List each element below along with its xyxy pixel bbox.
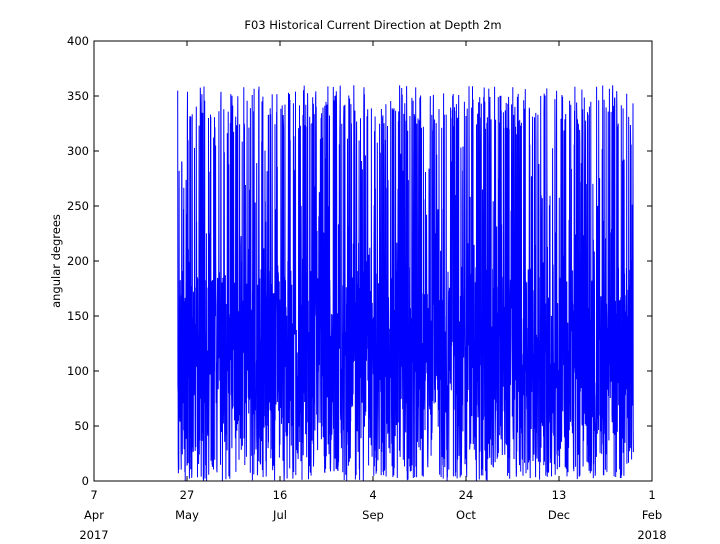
x-tick-month-label: Sep	[362, 508, 384, 522]
x-tick-month-label: Feb	[642, 508, 662, 522]
x-tick-month-label: Apr	[84, 508, 104, 522]
x-tick-month-label: Dec	[548, 508, 570, 522]
x-tick-day-label: 24	[459, 488, 474, 502]
y-tick-label: 250	[67, 199, 89, 213]
x-tick-year-label: 2017	[79, 528, 108, 540]
series-layer	[177, 85, 634, 482]
x-tick-day-label: 7	[90, 488, 97, 502]
y-tick-label: 350	[67, 89, 89, 103]
y-tick-label: 300	[67, 144, 89, 158]
y-axis-label: angular degrees	[49, 214, 63, 308]
x-tick-year-label: 2018	[637, 528, 666, 540]
x-tick-month-label: Jul	[272, 508, 287, 522]
x-tick-month-label: May	[175, 508, 199, 522]
x-tick-day-label: 16	[273, 488, 288, 502]
y-tick-label: 50	[74, 419, 89, 433]
x-tick-day-label: 4	[369, 488, 376, 502]
y-tick-label: 0	[82, 474, 89, 488]
chart-title: F03 Historical Current Direction at Dept…	[244, 18, 501, 32]
x-tick-month-label: Oct	[456, 508, 476, 522]
x-tick-day-label: 27	[180, 488, 195, 502]
y-tick-label: 200	[67, 254, 89, 268]
axes-layer: 0 50 100 150 200 250 300 350 400 7 Apr 2017 27 May 16 J…	[67, 34, 667, 542]
current-direction-series-line	[177, 85, 634, 482]
x-tick-day-label: 13	[552, 488, 567, 502]
y-tick-label: 100	[67, 364, 89, 378]
x-tick-day-label: 1	[648, 488, 655, 502]
y-tick-label: 400	[67, 34, 89, 48]
y-tick-label: 150	[67, 309, 89, 323]
